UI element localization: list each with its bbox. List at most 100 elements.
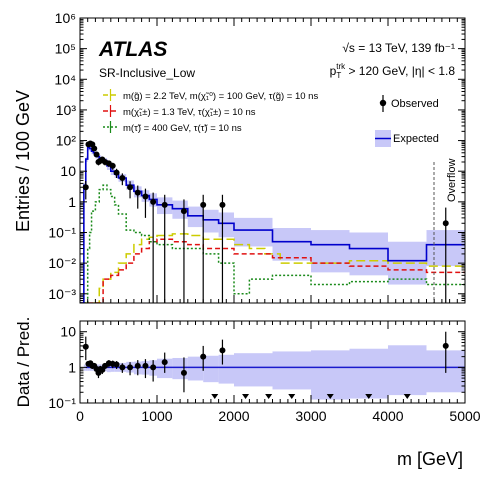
band-bin xyxy=(311,230,350,273)
top-y-tick-label: 10⁶ xyxy=(55,10,76,26)
overflow-label: Overflow xyxy=(446,159,458,202)
ratio-arrow xyxy=(326,394,334,399)
legend-signal-1-label: m(g̃) = 2.2 TeV, m(χ̃₁⁰) = 100 GeV, τ(g̃… xyxy=(123,91,318,102)
ratio-point xyxy=(134,362,141,369)
ratio-band-bin xyxy=(349,348,388,399)
bottom-y-tick-label: 10⁻¹ xyxy=(48,395,76,411)
top-y-tick-label: 10⁻³ xyxy=(48,286,76,302)
ratio-band-bin xyxy=(203,355,219,383)
top-y-tick-label: 10² xyxy=(56,133,77,149)
legend-expected: Expected xyxy=(375,130,439,147)
observed-point xyxy=(200,201,207,208)
top-y-tick-label: 10³ xyxy=(56,102,77,118)
band-bin xyxy=(218,212,234,238)
ratio-uncertainty-band xyxy=(83,345,465,400)
ratio-points xyxy=(82,331,449,393)
experiment-label: ATLAS xyxy=(98,38,167,61)
ratio-point xyxy=(200,353,207,360)
legend-signal-2: m(χ̃₁±) = 1.3 TeV, τ(χ̃₁±) = 10 ns xyxy=(103,105,256,118)
top-x-ticks xyxy=(79,18,466,303)
observed-point xyxy=(161,201,168,208)
band-bin xyxy=(234,217,273,247)
bottom-y-axis: 10⁻¹ 1 10 xyxy=(48,320,465,411)
x-tick-label: 2000 xyxy=(218,408,249,424)
ratio-arrow xyxy=(365,394,373,399)
x-tick-label: 1000 xyxy=(141,408,172,424)
observed-point xyxy=(442,220,449,227)
legend-expected-label: Expected xyxy=(393,133,439,145)
observed-point xyxy=(219,201,226,208)
ratio-arrow xyxy=(211,394,219,399)
energy-label: √s = 13 TeV, 139 fb⁻¹ xyxy=(342,41,455,55)
cuts-label: pTtrk > 120 GeV, |η| < 1.8 xyxy=(330,62,456,80)
ratio-point xyxy=(127,364,134,371)
x-axis: 0 1000 2000 3000 4000 5000 xyxy=(76,321,481,424)
legend-signal-3: m(τ̃) = 400 GeV, τ(τ̃) = 10 ns xyxy=(103,121,242,134)
top-y-tick-label: 1 xyxy=(68,194,76,210)
bottom-y-tick-label: 1 xyxy=(68,359,76,375)
observed-point xyxy=(91,145,98,152)
legend: m(g̃) = 2.2 TeV, m(χ̃₁⁰) = 100 GeV, τ(g̃… xyxy=(103,89,439,147)
ratio-band-bin xyxy=(234,353,273,387)
top-y-tick-label: 10⁻¹ xyxy=(48,224,76,240)
legend-signal-3-label: m(τ̃) = 400 GeV, τ(τ̃) = 10 ns xyxy=(123,123,242,134)
band-bin xyxy=(349,232,388,276)
bottom-y-tick-label: 10 xyxy=(60,324,76,340)
ratio-point xyxy=(119,364,126,371)
ratio-point xyxy=(180,369,187,376)
bottom-y-axis-label: Data / Pred. xyxy=(14,317,33,408)
ratio-arrow xyxy=(265,394,273,399)
ratio-point xyxy=(161,359,168,366)
ratio-point xyxy=(150,364,157,371)
x-tick-label: 3000 xyxy=(295,408,326,424)
region-label: SR-Inclusive_Low xyxy=(99,66,195,80)
ratio-point xyxy=(113,361,120,368)
ratio-band-bin xyxy=(272,351,311,390)
x-axis-label: m [GeV] xyxy=(397,449,463,469)
ratio-band-bin xyxy=(187,356,204,381)
ratio-arrow xyxy=(242,394,250,399)
ratio-arrow xyxy=(403,394,411,399)
observed-point xyxy=(82,184,89,191)
observed-point xyxy=(134,189,141,196)
legend-observed: Observed xyxy=(379,95,439,112)
legend-observed-label: Observed xyxy=(391,98,439,110)
top-y-tick-label: 10⁵ xyxy=(55,41,76,57)
band-bin xyxy=(187,206,204,228)
top-y-tick-label: 10⁻² xyxy=(48,255,76,271)
legend-signal-2-label: m(χ̃₁±) = 1.3 TeV, τ(χ̃₁±) = 10 ns xyxy=(123,107,256,118)
ratio-arrows xyxy=(211,394,411,399)
signal-histograms xyxy=(80,184,465,303)
observed-point xyxy=(93,151,100,158)
ratio-point xyxy=(219,347,226,354)
top-y-tick-label: 10 xyxy=(60,163,76,179)
ratio-band-bin xyxy=(388,345,427,396)
ratio-arrow xyxy=(288,394,296,399)
observed-point xyxy=(142,193,149,200)
top-y-axis-label: Entries / 100 GeV xyxy=(13,90,33,232)
signal_3-line xyxy=(80,184,465,303)
observed-point xyxy=(127,184,134,191)
observed-point xyxy=(180,208,187,215)
band-bin xyxy=(272,228,311,261)
x-tick-label: 0 xyxy=(76,408,84,424)
observed-points xyxy=(82,140,449,303)
top-y-tick-label: 10⁴ xyxy=(54,71,76,87)
observed-point xyxy=(109,162,116,169)
top-y-axis: 10⁻³ 10⁻² 10⁻¹ 1 10 10² 10³ 10⁴ 10⁵ 10⁶ xyxy=(48,10,465,304)
ratio-band-bin xyxy=(218,354,234,384)
ratio-band-bin xyxy=(311,350,350,400)
band-bin xyxy=(203,209,219,233)
x-tick-label: 4000 xyxy=(372,408,403,424)
observed-point xyxy=(119,175,126,182)
x-tick-label: 5000 xyxy=(449,408,480,424)
observed-point xyxy=(150,198,157,205)
ratio-band-bin xyxy=(172,357,188,380)
ratio-point xyxy=(442,342,449,349)
observed-point xyxy=(113,169,120,176)
signal_1-line xyxy=(80,233,465,303)
legend-signal-1: m(g̃) = 2.2 TeV, m(χ̃₁⁰) = 100 GeV, τ(g̃… xyxy=(103,89,318,102)
ratio-point xyxy=(82,343,89,350)
ratio-point xyxy=(142,362,149,369)
